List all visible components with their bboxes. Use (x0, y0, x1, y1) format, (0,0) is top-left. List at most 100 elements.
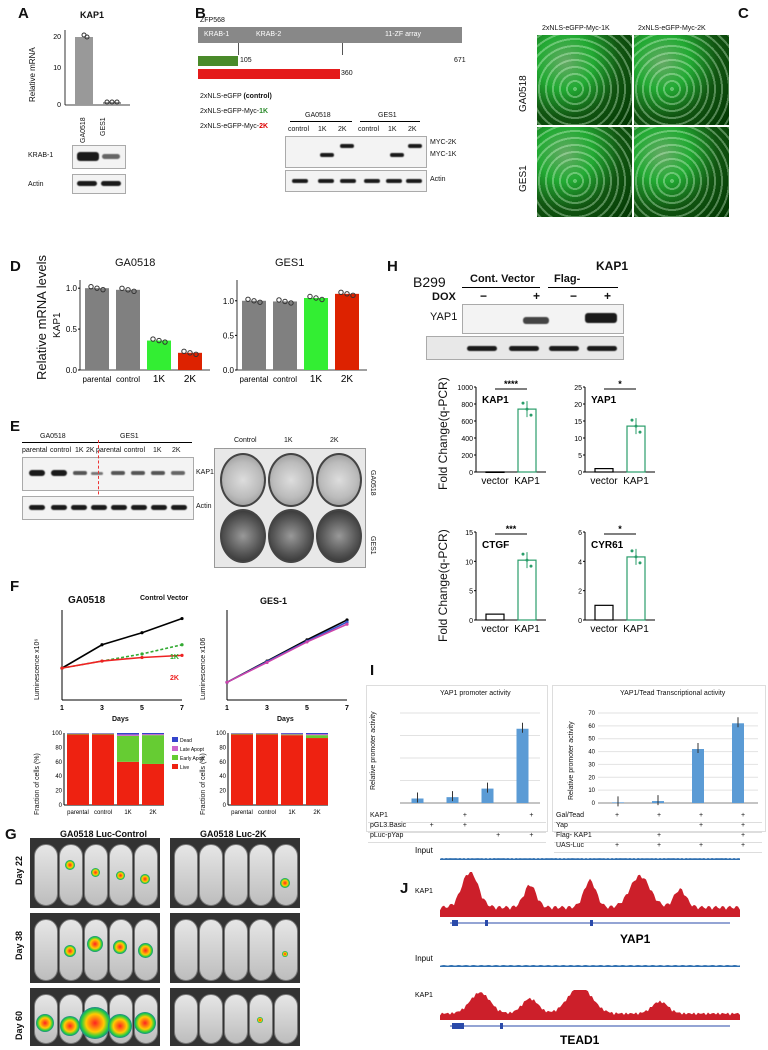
f-bar-ytick: 60 (219, 760, 226, 766)
f-bar-segment (117, 734, 139, 736)
g-right-day-2 (170, 988, 300, 1046)
luminescence-spot (257, 1017, 263, 1024)
i-bar (516, 728, 529, 803)
i-table-mark: + (657, 832, 662, 839)
f-bar-category: control (94, 810, 112, 816)
f-bar-segment (306, 734, 328, 736)
f-stacked-bar-left: 100 80 60 40 20 0 parental control 1K 2K Dead Late … (52, 731, 204, 816)
e-lane-6: 1K (153, 447, 162, 454)
i-table-row-label: Yap (556, 822, 568, 829)
h-group-line-2 (548, 287, 618, 288)
b-band-myc1k: MYC-1K (430, 151, 457, 158)
f-bar-ytick: 80 (55, 745, 62, 751)
i-bar (692, 749, 704, 803)
d-point (119, 285, 125, 292)
f-bar-ytick: 100 (52, 731, 63, 737)
h-category: KAP1 (514, 624, 540, 635)
f-point (140, 631, 144, 635)
f-xlabel-left: Days (112, 716, 129, 723)
g-left-title: GA0518 Luc-Control (60, 829, 148, 839)
panel-label-j: J (400, 880, 409, 897)
f-bar-ytick: 80 (219, 745, 226, 751)
g-right-day-0 (170, 838, 300, 908)
panel-label-d: D (10, 258, 21, 275)
i-ytick: 30 (588, 762, 595, 768)
d-category: control (116, 375, 140, 384)
h-category: vector (481, 476, 509, 487)
d-ytick: 0.5 (223, 331, 235, 340)
i-table-mark: + (741, 832, 746, 839)
b-domain-krab2: KRAB-2 (256, 31, 282, 38)
i-table-mark: + (699, 842, 704, 849)
g-day-38: Day 38 (14, 930, 24, 960)
luminescence-spot (280, 877, 290, 888)
mouse (174, 844, 198, 906)
d-category: 1K (153, 374, 166, 385)
f-point (180, 643, 184, 647)
i-table-row-label: pGL3.Basic (370, 822, 407, 829)
i-table-mark: + (615, 842, 620, 849)
h-ytick: 400 (461, 436, 473, 443)
luminescence-spot (65, 860, 75, 870)
b-group-ges1: GES1 (378, 112, 397, 119)
i-table-mark: + (741, 812, 746, 819)
f-xtick: 1 (60, 705, 64, 712)
h-ytick: 4 (578, 559, 582, 566)
i-table-mark: + (615, 812, 620, 819)
e-blot-actin (22, 496, 194, 520)
f-ylabel-left: Luminescence x10⁶ (34, 638, 41, 700)
e-plate-row-ges1: GES1 (369, 536, 376, 555)
h-category: KAP1 (623, 624, 649, 635)
i-left-ylabel: Relative promoter activity (370, 711, 377, 790)
luminescence-spot (115, 871, 125, 880)
j-exon (590, 920, 593, 926)
d-ylabel: Relative mRNA levels (34, 255, 49, 380)
i-ytick: 40 (588, 750, 595, 756)
d-title-left: GA0518 (115, 257, 156, 269)
e-row-kap1: KAP1 (196, 469, 214, 476)
h-blot-yap1 (462, 304, 624, 334)
h-chart-title: KAP1 (482, 395, 509, 406)
g-day-22: Day 22 (14, 855, 24, 885)
mouse (34, 919, 58, 981)
i-chart-left (400, 712, 540, 804)
d-category: control (273, 375, 297, 384)
b-lane-0: control (288, 126, 310, 133)
f-legend-swatch (172, 755, 178, 760)
j-exon (452, 920, 458, 926)
h-dox-3: + (604, 289, 612, 303)
luminescence-spot (137, 943, 153, 958)
e-plate (214, 448, 366, 568)
h-ytick: 0 (578, 470, 582, 477)
i-bar (481, 788, 494, 803)
a-ytick-1: 10 (53, 65, 61, 72)
h-bar (485, 613, 505, 621)
d-bar (273, 301, 297, 370)
f-right-title: GES-1 (260, 596, 288, 606)
mouse (249, 919, 273, 981)
b-gene-name: ZFP568 (200, 17, 225, 24)
j-genome-tracks: Input KAP1 Input KAP1 YAP1 TEAD1 (415, 846, 740, 1045)
h-bar (517, 559, 537, 621)
c-image-ges1-2k (634, 127, 729, 217)
d-ytick: 0.5 (66, 325, 78, 334)
i-right-title: YAP1/Tead Transcriptional activity (620, 690, 726, 697)
mouse (34, 844, 58, 906)
a-lane-ges1: GES1 (100, 117, 107, 136)
h-chart-yap1: 25 20 15 10 5 0 vector KAP1 YAP1* (574, 379, 655, 487)
e-lane-0: parental (22, 447, 48, 454)
h-point (638, 561, 642, 565)
e-group-ges1: GES1 (120, 433, 139, 440)
d-bar (242, 300, 266, 370)
d-chart-right: 0.0 0.5 1.0 parental control 1K 2K (223, 280, 367, 385)
panel-label-a: A (18, 5, 29, 22)
f-legend-swatch (172, 746, 178, 751)
f-bar-segment (92, 733, 114, 735)
d-ytick: 1.0 (66, 284, 78, 293)
d-point (131, 288, 137, 295)
luminescence-spot (134, 1012, 156, 1034)
mouse (199, 919, 223, 981)
i-table-row: pGL3.Basic + + (368, 822, 546, 833)
h-bar (594, 604, 614, 621)
e-lane-4: parental (96, 447, 122, 454)
